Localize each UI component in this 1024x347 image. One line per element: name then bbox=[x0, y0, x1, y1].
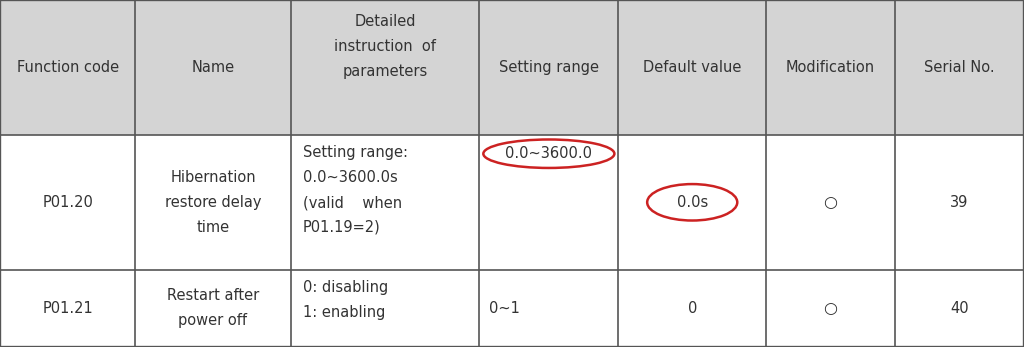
Bar bbox=[479, 270, 618, 347]
Bar bbox=[895, 135, 1024, 270]
Bar bbox=[618, 270, 766, 347]
Text: (valid    when: (valid when bbox=[303, 195, 402, 210]
Text: instruction  of: instruction of bbox=[334, 39, 436, 54]
Bar bbox=[291, 0, 479, 135]
Bar bbox=[135, 135, 291, 270]
Text: Setting range: Setting range bbox=[499, 60, 599, 75]
Bar bbox=[766, 270, 895, 347]
Text: 40: 40 bbox=[950, 301, 969, 316]
Bar bbox=[618, 135, 766, 270]
Text: 0~1: 0~1 bbox=[489, 301, 520, 316]
Text: Default value: Default value bbox=[643, 60, 741, 75]
Bar bbox=[479, 0, 618, 135]
Bar bbox=[135, 270, 291, 347]
Text: ○: ○ bbox=[823, 195, 838, 210]
Text: 1: enabling: 1: enabling bbox=[303, 305, 385, 320]
Text: ○: ○ bbox=[823, 301, 838, 316]
Text: 0.0~3600.0: 0.0~3600.0 bbox=[506, 146, 592, 161]
Text: P01.20: P01.20 bbox=[42, 195, 93, 210]
Text: Modification: Modification bbox=[785, 60, 876, 75]
Bar bbox=[895, 0, 1024, 135]
Text: Function code: Function code bbox=[16, 60, 119, 75]
Bar bbox=[0, 270, 135, 347]
Text: P01.21: P01.21 bbox=[42, 301, 93, 316]
Text: Restart after: Restart after bbox=[167, 288, 259, 304]
Bar bbox=[895, 270, 1024, 347]
Text: 0.0~3600.0s: 0.0~3600.0s bbox=[303, 170, 398, 185]
Bar bbox=[135, 0, 291, 135]
Bar bbox=[0, 135, 135, 270]
Text: power off: power off bbox=[178, 313, 248, 329]
Text: Detailed: Detailed bbox=[354, 14, 416, 29]
Text: Serial No.: Serial No. bbox=[925, 60, 994, 75]
Text: Setting range:: Setting range: bbox=[303, 145, 409, 160]
Text: 0.0s: 0.0s bbox=[677, 195, 708, 210]
Bar bbox=[291, 135, 479, 270]
Text: 0: 0 bbox=[687, 301, 697, 316]
Bar bbox=[291, 270, 479, 347]
Text: restore delay: restore delay bbox=[165, 195, 261, 210]
Text: Hibernation: Hibernation bbox=[170, 170, 256, 185]
Text: P01.19=2): P01.19=2) bbox=[303, 220, 381, 235]
Text: parameters: parameters bbox=[342, 64, 428, 79]
Bar bbox=[766, 135, 895, 270]
Text: 39: 39 bbox=[950, 195, 969, 210]
Text: time: time bbox=[197, 220, 229, 235]
Bar bbox=[479, 135, 618, 270]
Text: Name: Name bbox=[191, 60, 234, 75]
Bar bbox=[0, 0, 135, 135]
Bar bbox=[618, 0, 766, 135]
Bar bbox=[766, 0, 895, 135]
Text: 0: disabling: 0: disabling bbox=[303, 280, 388, 295]
